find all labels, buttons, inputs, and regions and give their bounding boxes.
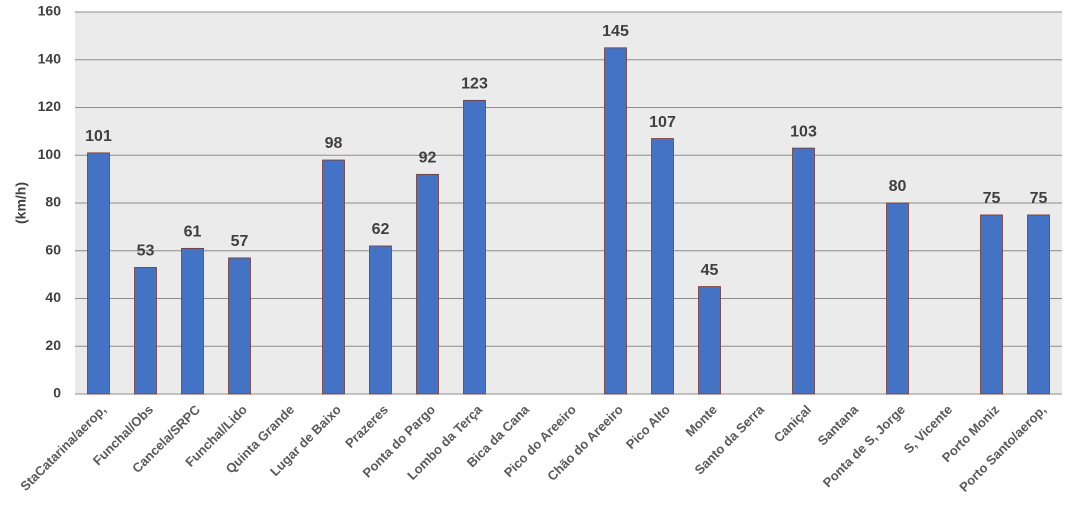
bar [1027,214,1050,395]
y-tick-label: 140 [38,50,62,66]
data-label: 107 [649,114,676,131]
y-tick-label: 100 [38,146,62,162]
bar [87,152,110,395]
data-label: 80 [889,178,907,195]
x-tick-label: Prazeres [342,402,391,451]
data-label: 53 [137,243,155,260]
bar [792,147,815,395]
data-label: 145 [602,23,629,40]
bar [463,99,486,395]
bar [322,159,345,395]
y-tick-label: 160 [38,3,62,19]
y-tick-label: 40 [45,289,61,305]
data-label: 92 [419,150,437,167]
x-tick-label: Monte [682,402,720,440]
bar [181,247,204,395]
bar [698,286,721,395]
data-label: 98 [325,135,343,152]
data-label: 75 [1030,190,1048,207]
bar [228,257,251,395]
bar [369,245,392,395]
y-tick-label: 80 [45,194,61,210]
bar [886,202,909,395]
data-label: 123 [461,76,488,93]
x-tick-label: Ponta de S, Jorge [820,402,908,490]
data-label: 61 [184,224,202,241]
bar [651,138,674,395]
y-tick-label: 20 [45,337,61,353]
data-label: 101 [85,128,112,145]
x-tick-label: Pico Alto [623,402,673,452]
y-axis-label: (km/h) [13,182,29,224]
x-tick-label: StaCatarina/aerop, [17,402,109,494]
data-label: 75 [983,190,1001,207]
data-label: 103 [790,123,817,140]
bar [416,173,439,395]
y-tick-label: 0 [53,385,61,401]
bar [604,47,627,395]
data-label: 62 [372,221,390,238]
data-label: 45 [701,262,719,279]
y-tick-label: 120 [38,98,62,114]
y-tick-label: 60 [45,241,61,257]
x-tick-label: Caniçal [771,402,814,445]
data-label: 57 [231,233,249,250]
bar [980,214,1003,395]
x-tick-label: Porto Santo/aerop, [956,402,1049,495]
x-tick-label: Santana [815,401,862,448]
bar [134,267,157,395]
